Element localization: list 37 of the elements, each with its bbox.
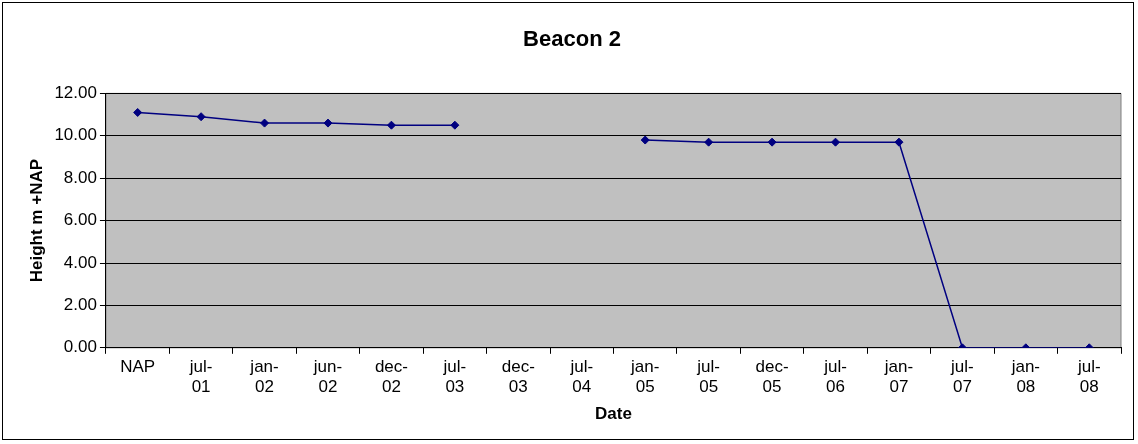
x-tick-label: jul-05 bbox=[696, 356, 720, 397]
x-tick-label: jul-07 bbox=[950, 356, 974, 397]
x-tick-label: dec-05 bbox=[755, 356, 789, 397]
y-tick-label: 8.00 bbox=[63, 167, 97, 187]
point bbox=[894, 137, 904, 147]
chart-title: Beacon 2 bbox=[523, 26, 621, 52]
y-tick-label: 12.00 bbox=[54, 83, 97, 103]
y-tick-label: 6.00 bbox=[63, 210, 97, 230]
x-tick-label: jun-02 bbox=[312, 356, 343, 397]
y-axis-title: Height m +NAP bbox=[26, 158, 46, 283]
y-tick-label: 10.00 bbox=[54, 125, 97, 145]
x-tick-label: jul-03 bbox=[442, 356, 467, 397]
x-tick-label: dec-02 bbox=[374, 356, 408, 397]
point bbox=[260, 118, 270, 128]
point bbox=[133, 107, 143, 117]
point bbox=[196, 112, 206, 122]
point bbox=[323, 118, 333, 128]
x-tick-label: jul-04 bbox=[569, 356, 594, 397]
x-tick-label: jul-06 bbox=[823, 356, 847, 397]
x-tick-label: jan-05 bbox=[630, 356, 660, 397]
x-tick-label: jan-02 bbox=[249, 356, 279, 397]
point bbox=[640, 135, 650, 145]
point bbox=[767, 137, 777, 147]
x-tick-label: jul-08 bbox=[1076, 356, 1101, 397]
point bbox=[704, 137, 714, 147]
point bbox=[386, 120, 396, 130]
x-tick-label: NAP bbox=[120, 356, 156, 376]
x-tick-label: jan-07 bbox=[883, 356, 914, 397]
point bbox=[831, 137, 841, 147]
point bbox=[450, 120, 460, 130]
x-tick-label: dec-03 bbox=[501, 356, 535, 397]
x-axis-title: Date bbox=[595, 404, 632, 424]
y-tick-label: 2.00 bbox=[63, 295, 97, 315]
x-tick-label: jan-08 bbox=[1010, 356, 1041, 397]
x-tick-label: jul-01 bbox=[188, 356, 213, 397]
y-tick-label: 4.00 bbox=[63, 252, 97, 272]
y-tick-label: 0.00 bbox=[63, 337, 97, 357]
